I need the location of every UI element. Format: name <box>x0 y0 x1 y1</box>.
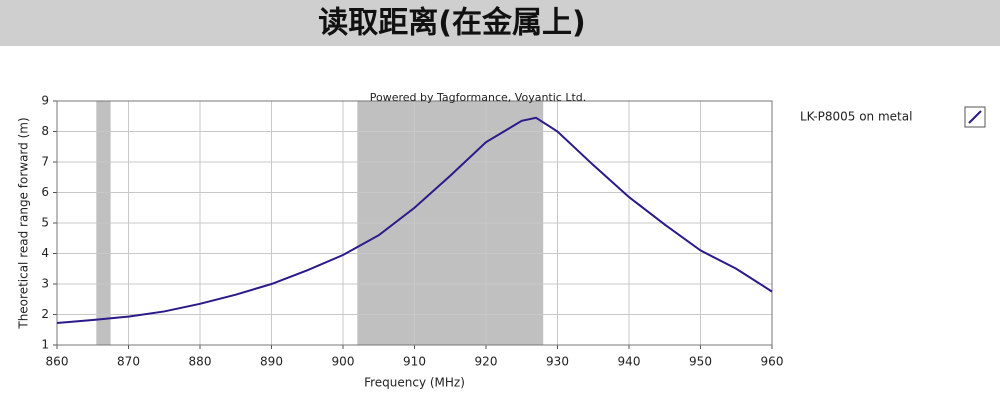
y-tick-label: 7 <box>41 155 49 169</box>
legend-swatch <box>968 110 982 124</box>
legend-label: LK-P8005 on metal <box>800 110 912 124</box>
y-tick-label: 4 <box>41 246 49 260</box>
chart-title: 读取距离(在金属上) <box>318 6 585 41</box>
x-tick-label: 900 <box>332 355 355 369</box>
y-tick-label: 6 <box>41 185 49 199</box>
x-tick-label: 910 <box>403 355 426 369</box>
x-axis-label: Frequency (MHz) <box>364 376 465 390</box>
x-tick-label: 880 <box>189 355 212 369</box>
y-tick-label: 5 <box>41 216 49 230</box>
annotation: Powered by Tagformance, Voyantic Ltd. <box>370 91 587 104</box>
x-tick-label: 920 <box>475 355 498 369</box>
y-axis-label: Theoretical read range forward (m) <box>17 117 31 329</box>
x-tick-label: 870 <box>117 355 140 369</box>
y-tick-label: 9 <box>41 94 49 108</box>
x-tick-label: 950 <box>689 355 712 369</box>
title-banner <box>0 0 1000 46</box>
y-tick-label: 8 <box>41 124 49 138</box>
y-tick-label: 1 <box>41 338 49 352</box>
x-tick-label: 930 <box>546 355 569 369</box>
y-tick-label: 2 <box>41 307 49 321</box>
x-tick-label: 960 <box>761 355 784 369</box>
data-line <box>56 116 773 325</box>
x-tick-label: 860 <box>46 355 69 369</box>
y-tick-label: 3 <box>41 277 49 291</box>
x-tick-label: 940 <box>618 355 641 369</box>
plot-frame <box>56 100 773 346</box>
x-tick-label: 890 <box>260 355 283 369</box>
